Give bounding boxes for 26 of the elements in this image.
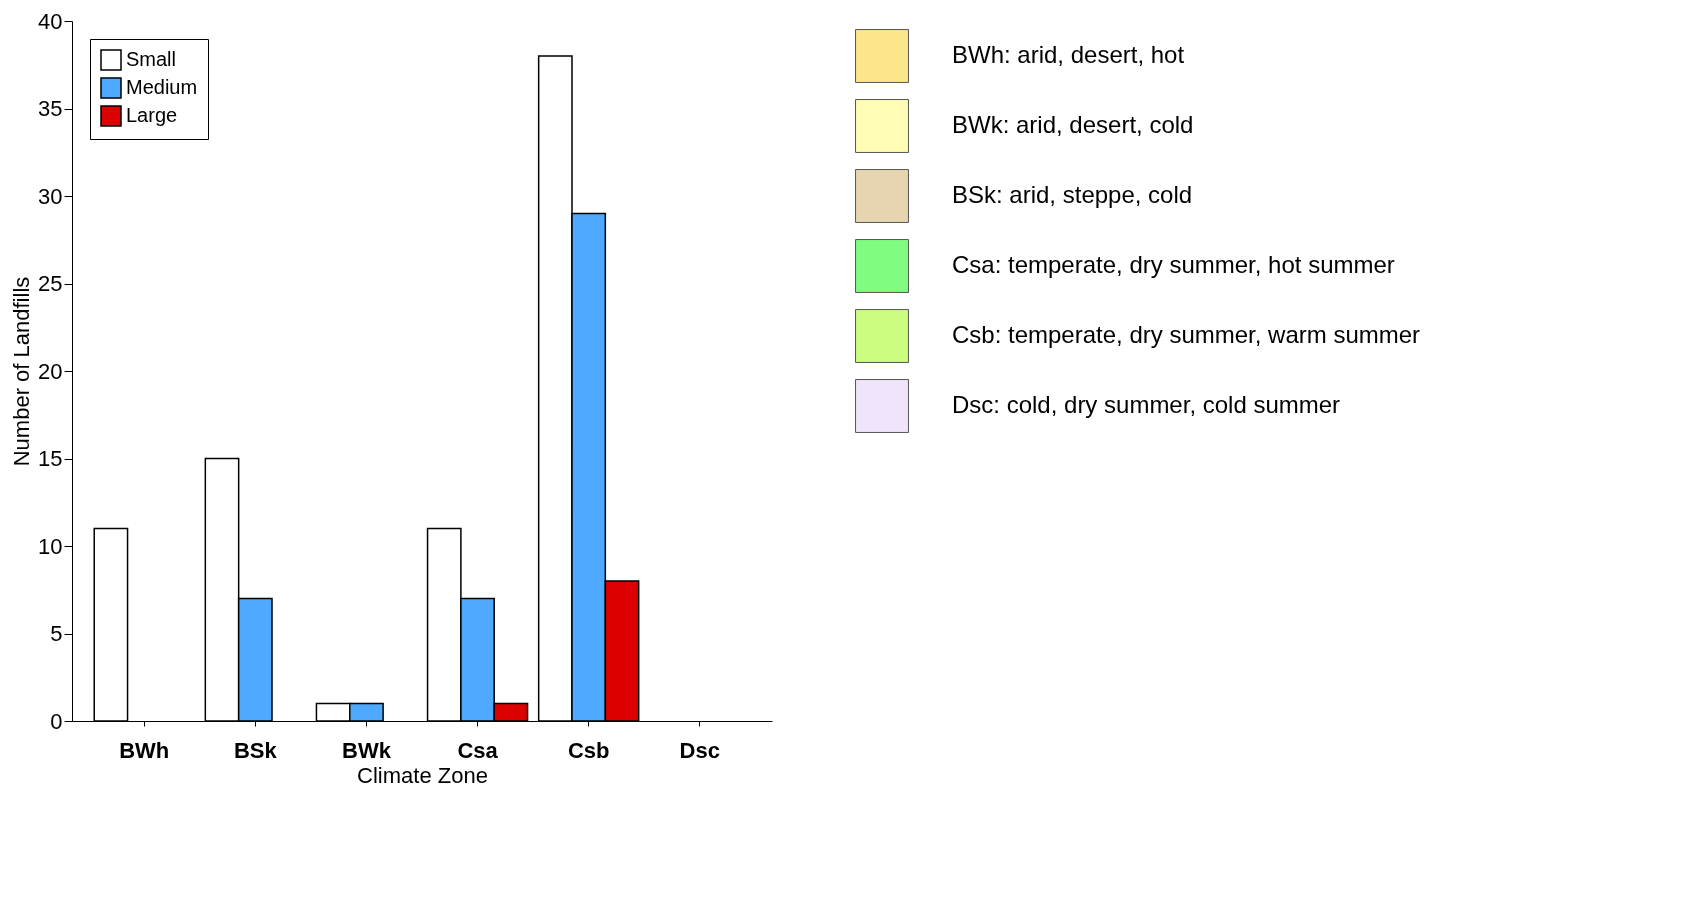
x-tick-label: BSk xyxy=(233,737,278,763)
x-tick-label: Csb xyxy=(567,737,610,763)
category-label: BSk: arid, steppe, cold xyxy=(952,181,1193,208)
category-label: BWh: arid, desert, hot xyxy=(952,41,1185,68)
y-tick-label: 20 xyxy=(38,358,63,384)
category-label: Dsc: cold, dry summer, cold summer xyxy=(952,391,1341,418)
y-tick-label: 5 xyxy=(50,621,63,646)
y-axis-title: Number of Landfills xyxy=(9,276,35,467)
x-tick-label: BWh xyxy=(119,737,170,763)
category-label: Csb: temperate, dry summer, warm summer xyxy=(952,321,1421,348)
x-tick-label: Csa xyxy=(457,737,499,763)
y-tick-label: 35 xyxy=(38,96,63,121)
x-axis-title: Climate Zone xyxy=(357,762,488,788)
legend-label: Small xyxy=(126,48,177,70)
category-label: Csa: temperate, dry summer, hot summer xyxy=(952,251,1395,278)
legend-label: Medium xyxy=(126,76,198,98)
y-tick-label: 25 xyxy=(38,271,63,296)
y-tick-label: 10 xyxy=(38,533,63,559)
category-label: BWk: arid, desert, cold xyxy=(952,111,1194,138)
y-tick-label: 0 xyxy=(50,708,63,734)
x-tick-label: Dsc xyxy=(679,737,720,763)
x-tick-label: BWk xyxy=(342,737,392,763)
y-tick-label: 40 xyxy=(38,8,63,34)
y-tick-label: 15 xyxy=(38,446,63,471)
y-tick-label: 30 xyxy=(38,183,63,209)
legend-label: Large xyxy=(126,104,178,126)
